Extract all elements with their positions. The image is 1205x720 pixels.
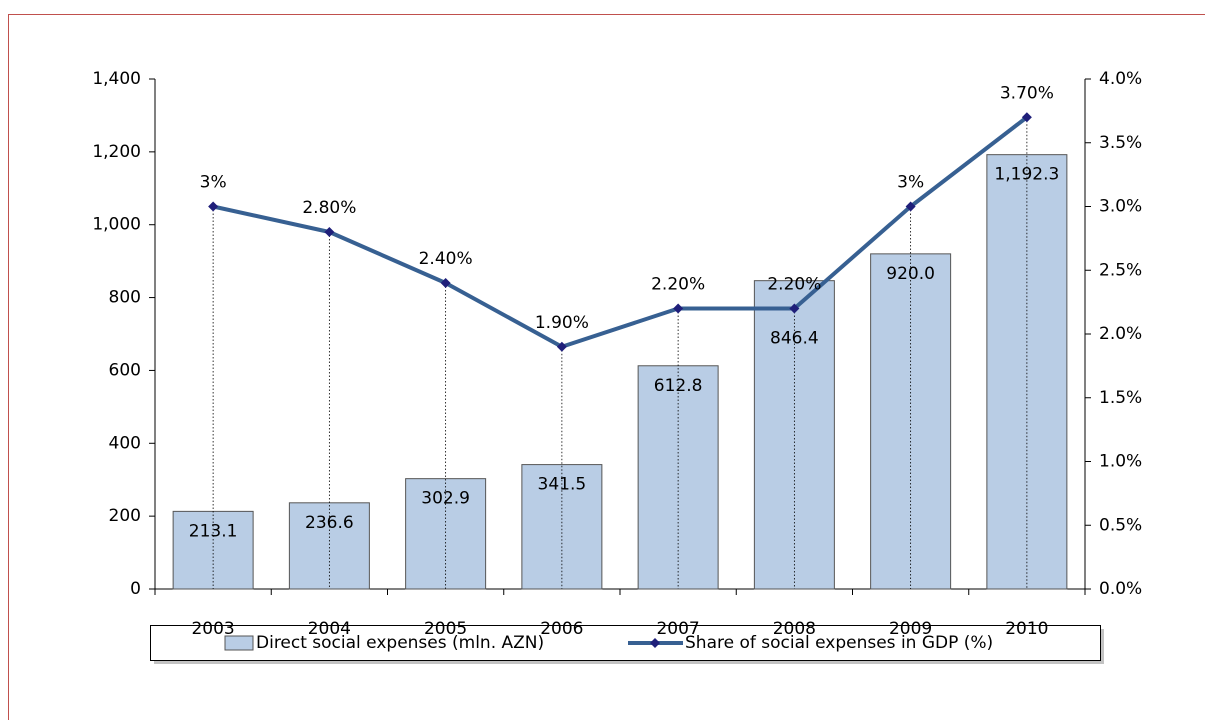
y2-tick-label: 2.5% xyxy=(1099,260,1142,280)
marker xyxy=(673,303,684,314)
marker xyxy=(208,201,219,212)
y-tick-label: 400 xyxy=(109,433,141,453)
x-tick-label: 2003 xyxy=(191,619,234,639)
y-tick-label: 1,400 xyxy=(92,69,141,89)
y2-tick-label: 1.5% xyxy=(1099,388,1142,408)
bar-label: 213.1 xyxy=(189,521,238,541)
line-label: 2.20% xyxy=(767,275,821,295)
y-tick-label: 800 xyxy=(109,288,141,308)
x-tick-label: 2006 xyxy=(540,619,583,639)
line-label: 2.20% xyxy=(651,275,705,295)
x-tick-label: 2008 xyxy=(773,619,816,639)
y-tick-label: 0 xyxy=(130,579,141,599)
legend-label: Share of social expenses in GDP (%) xyxy=(685,633,993,653)
marker xyxy=(440,278,451,288)
y-tick-label: 1,200 xyxy=(92,142,141,162)
y2-tick-label: 4.0% xyxy=(1099,69,1142,89)
frame xyxy=(8,14,1205,720)
y2-tick-label: 2.0% xyxy=(1099,324,1142,344)
legend: Direct social expenses (mln. AZN) Share o… xyxy=(150,625,1104,664)
y2-tick-label: 3.0% xyxy=(1099,197,1142,217)
x-tick-label: 2004 xyxy=(308,619,351,639)
bar-label: 846.4 xyxy=(770,329,819,349)
legend-swatch xyxy=(224,635,254,651)
y2-tick-label: 3.5% xyxy=(1099,133,1142,153)
marker xyxy=(905,201,916,212)
line-label: 3% xyxy=(897,173,924,193)
line-label: 2.40% xyxy=(419,249,473,269)
bar-label: 341.5 xyxy=(538,475,587,495)
bar xyxy=(288,502,370,590)
y2-tick-label: 0.0% xyxy=(1099,579,1142,599)
x-tick-label: 2009 xyxy=(889,619,932,639)
legend-label: Direct social expenses (mln. AZN) xyxy=(256,633,544,653)
y2-tick-label: 0.5% xyxy=(1099,515,1142,535)
y2-tick-label: 1.0% xyxy=(1099,452,1142,472)
y-tick-label: 200 xyxy=(109,506,141,526)
bar-label: 302.9 xyxy=(421,489,470,509)
x-tick-label: 2010 xyxy=(1005,619,1048,639)
line-label: 2.80% xyxy=(302,198,356,218)
y-tick-label: 1,000 xyxy=(92,215,141,235)
marker xyxy=(789,303,800,314)
bar-label: 236.6 xyxy=(305,513,354,533)
bar-label: 612.8 xyxy=(654,376,703,396)
legend-marker xyxy=(650,638,660,648)
line-label: 1.90% xyxy=(535,313,589,333)
bar-label: 920.0 xyxy=(886,264,935,284)
marker xyxy=(556,341,567,352)
legend-box xyxy=(150,625,1101,661)
line-label: 3% xyxy=(200,173,227,193)
x-tick-label: 2007 xyxy=(656,619,699,639)
marker xyxy=(324,227,335,237)
marker xyxy=(1021,112,1032,123)
y-tick-label: 600 xyxy=(109,360,141,380)
line-label: 3.70% xyxy=(1000,83,1054,103)
bar-label: 1,192.3 xyxy=(994,165,1059,185)
line xyxy=(212,115,1029,349)
x-tick-label: 2005 xyxy=(424,619,467,639)
